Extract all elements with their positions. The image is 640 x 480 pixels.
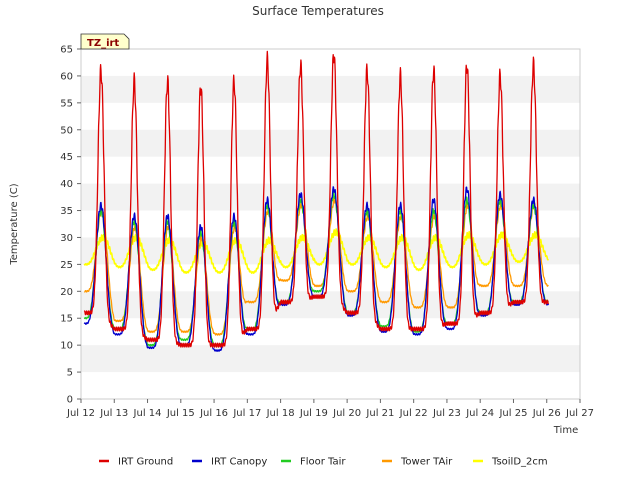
series-line-irt-ground bbox=[83, 50, 550, 348]
y-tick-label: 20 bbox=[60, 287, 73, 298]
y-tick-label: 10 bbox=[60, 341, 73, 352]
x-tick-label: Jul 25 bbox=[498, 408, 527, 419]
y-tick-label: 0 bbox=[67, 395, 73, 406]
plot-frame bbox=[80, 48, 581, 400]
x-tick-label: Jul 17 bbox=[232, 408, 261, 419]
x-tick-label: Jul 12 bbox=[66, 408, 95, 419]
y-axis: 0 5 10 15 20 25 30 35 40 45 50 55 60 65 bbox=[60, 45, 81, 406]
x-tick-label: Jul 27 bbox=[565, 408, 594, 419]
x-axis-label: Time bbox=[553, 425, 578, 436]
x-tick-label: Jul 24 bbox=[465, 408, 494, 419]
y-tick-label: 55 bbox=[60, 98, 73, 109]
y-tick-label: 40 bbox=[60, 179, 73, 190]
x-tick-label: Jul 15 bbox=[166, 408, 195, 419]
x-tick-label: Jul 16 bbox=[199, 408, 228, 419]
legend-entry: Tower TAir bbox=[400, 457, 453, 468]
grid-band bbox=[81, 291, 580, 319]
y-tick-label: 15 bbox=[60, 314, 73, 325]
x-tick-label: Jul 21 bbox=[365, 408, 394, 419]
legend: IRT Ground IRT Canopy Floor Tair Tower TAir… bbox=[99, 457, 548, 468]
y-tick-label: 30 bbox=[60, 233, 73, 244]
x-tick-label: Jul 13 bbox=[99, 408, 128, 419]
y-tick-label: 35 bbox=[60, 206, 73, 217]
y-axis-label: Temperature (C) bbox=[9, 183, 20, 265]
legend-entry: TsoilD_2cm bbox=[491, 457, 548, 468]
y-tick-label: 5 bbox=[67, 368, 73, 379]
y-tick-label: 45 bbox=[60, 152, 73, 163]
y-tick-label: 50 bbox=[60, 125, 73, 136]
x-tick-label: Jul 18 bbox=[266, 408, 295, 419]
x-tick-label: Jul 23 bbox=[432, 408, 461, 419]
y-tick-label: 60 bbox=[60, 71, 73, 82]
x-tick-label: Jul 26 bbox=[532, 408, 561, 419]
chart-title: Surface Temperatures bbox=[252, 4, 384, 18]
grid-band bbox=[81, 75, 580, 103]
x-tick-label: Jul 22 bbox=[399, 408, 428, 419]
x-axis: Jul 12 Jul 13 Jul 14 Jul 15 Jul 16 Jul 17 Jul … bbox=[66, 399, 594, 419]
site-badge-box bbox=[80, 33, 130, 50]
x-tick-label: Jul 19 bbox=[299, 408, 328, 419]
legend-entry: IRT Ground bbox=[118, 457, 173, 468]
legend-entry: IRT Canopy bbox=[211, 457, 267, 468]
y-tick-label: 65 bbox=[60, 45, 73, 56]
x-tick-label: Jul 20 bbox=[332, 408, 361, 419]
site-badge: TZ_irt bbox=[80, 33, 130, 50]
grid-band bbox=[81, 345, 580, 373]
legend-entry: Floor Tair bbox=[300, 457, 346, 468]
y-tick-label: 25 bbox=[60, 260, 73, 271]
series-layer bbox=[83, 50, 550, 352]
site-badge-label: TZ_irt bbox=[87, 38, 119, 49]
x-tick-label: Jul 14 bbox=[133, 408, 162, 419]
